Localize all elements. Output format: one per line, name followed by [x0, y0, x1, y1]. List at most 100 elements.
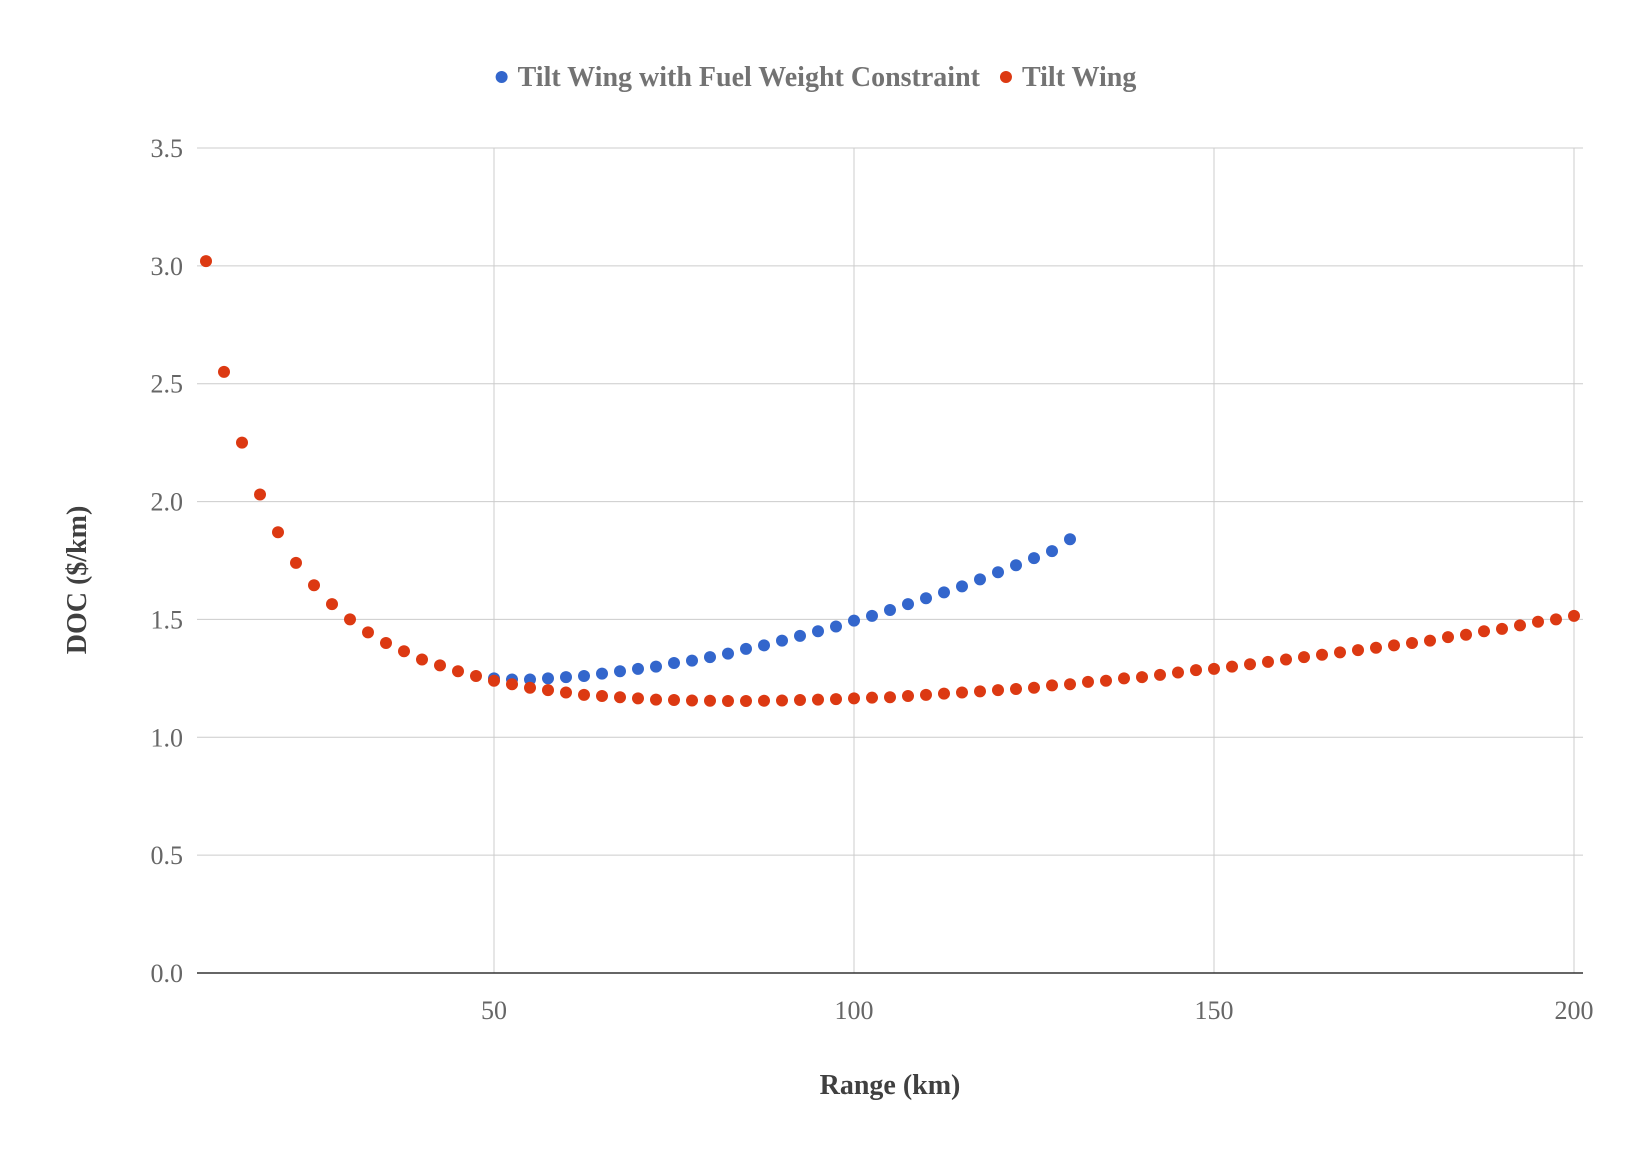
data-point: [1010, 559, 1022, 572]
data-point: [218, 365, 230, 378]
legend-label: Tilt Wing with Fuel Weight Constraint: [518, 62, 981, 93]
data-point: [524, 673, 536, 686]
data-point: [1388, 639, 1400, 652]
data-point: [542, 672, 554, 685]
data-point: [956, 580, 968, 593]
data-points: [200, 255, 1580, 707]
data-point: [488, 674, 500, 687]
data-point: [956, 686, 968, 699]
data-point: [416, 653, 428, 666]
data-point: [1424, 634, 1436, 647]
data-point: [434, 659, 446, 672]
y-tick-label: 2.0: [151, 488, 184, 517]
data-point: [578, 688, 590, 701]
data-point: [1280, 653, 1292, 666]
data-point: [1352, 644, 1364, 657]
legend: Tilt Wing with Fuel Weight Constraint Til…: [495, 62, 1136, 93]
data-point: [668, 694, 680, 707]
data-point: [938, 687, 950, 700]
data-point: [1460, 628, 1472, 641]
data-point: [830, 693, 842, 706]
data-point: [1478, 625, 1490, 638]
data-point: [1406, 637, 1418, 649]
data-point: [794, 629, 806, 642]
data-point: [740, 642, 752, 655]
data-point: [524, 681, 536, 694]
data-point: [668, 657, 680, 670]
data-point: [632, 662, 644, 675]
series-tilt-wing-fuel-constraint: [488, 533, 1076, 686]
data-point: [1226, 660, 1238, 673]
data-point: [758, 639, 770, 652]
data-point: [380, 637, 392, 649]
data-point: [974, 573, 986, 586]
data-point: [1262, 655, 1274, 668]
data-point: [614, 665, 626, 678]
y-tick-label: 3.0: [151, 252, 184, 281]
data-point: [1100, 674, 1112, 687]
data-point: [1010, 682, 1022, 695]
data-point: [920, 592, 932, 605]
data-point: [1316, 648, 1328, 661]
data-point: [974, 685, 986, 698]
y-axis-title: DOC ($/km): [62, 506, 93, 655]
data-point: [344, 613, 356, 626]
data-point: [1046, 679, 1058, 692]
data-point: [560, 671, 572, 684]
y-tick-label: 0.5: [151, 841, 184, 870]
data-point: [1532, 615, 1544, 628]
series-tilt-wing: [200, 255, 1580, 707]
data-point: [236, 436, 248, 449]
data-point: [1064, 533, 1076, 546]
data-point: [1190, 664, 1202, 677]
data-point: [1568, 609, 1580, 622]
data-point: [650, 693, 662, 706]
data-point: [992, 566, 1004, 579]
data-point: [1514, 619, 1526, 632]
gridlines: [197, 147, 1583, 973]
data-point: [272, 526, 284, 539]
data-point: [470, 670, 482, 682]
data-point: [938, 586, 950, 599]
data-point: [758, 694, 770, 707]
data-point: [1334, 646, 1346, 659]
data-point: [308, 579, 320, 592]
data-point: [704, 694, 716, 707]
data-point: [884, 604, 896, 616]
data-point: [1136, 671, 1148, 684]
legend-marker: [999, 71, 1012, 83]
y-tick-label: 0.0: [151, 959, 184, 988]
data-point: [506, 678, 518, 691]
data-point: [1118, 672, 1130, 685]
data-point: [686, 654, 698, 667]
data-point: [992, 684, 1004, 697]
data-point: [1496, 622, 1508, 635]
data-point: [1082, 675, 1094, 688]
data-point: [398, 645, 410, 658]
data-point: [866, 609, 878, 622]
data-point: [596, 690, 608, 703]
data-point: [1154, 668, 1166, 681]
data-point: [578, 670, 590, 682]
y-tick-label: 1.0: [151, 723, 184, 752]
data-point: [776, 694, 788, 707]
data-point: [1370, 641, 1382, 654]
y-tick-label: 3.5: [151, 134, 184, 163]
data-point: [848, 614, 860, 627]
data-point: [200, 255, 212, 268]
data-point: [740, 694, 752, 707]
data-point: [776, 634, 788, 647]
data-point: [1172, 666, 1184, 679]
data-point: [1208, 662, 1220, 675]
data-point: [902, 690, 914, 703]
data-point: [452, 665, 464, 678]
data-point: [722, 647, 734, 660]
data-point: [1028, 552, 1040, 565]
y-tick-label: 1.5: [151, 605, 184, 634]
data-point: [722, 694, 734, 707]
data-point: [848, 692, 860, 705]
x-tick-label: 100: [835, 996, 874, 1025]
x-tick-label: 150: [1195, 996, 1234, 1025]
